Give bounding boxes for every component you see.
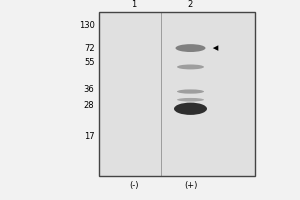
Ellipse shape bbox=[177, 98, 204, 102]
Text: 72: 72 bbox=[84, 44, 94, 53]
Text: 36: 36 bbox=[84, 85, 94, 94]
Text: 130: 130 bbox=[79, 21, 94, 30]
Text: (-): (-) bbox=[129, 181, 138, 190]
Text: 55: 55 bbox=[84, 58, 94, 67]
Text: (+): (+) bbox=[184, 181, 197, 190]
Bar bbox=[99, 12, 255, 176]
Ellipse shape bbox=[177, 89, 204, 94]
Text: 28: 28 bbox=[84, 101, 94, 110]
Ellipse shape bbox=[174, 103, 207, 115]
Text: 1: 1 bbox=[131, 0, 136, 9]
Ellipse shape bbox=[177, 64, 204, 69]
Ellipse shape bbox=[176, 44, 206, 52]
Text: 17: 17 bbox=[84, 132, 94, 141]
Text: 2: 2 bbox=[188, 0, 193, 9]
